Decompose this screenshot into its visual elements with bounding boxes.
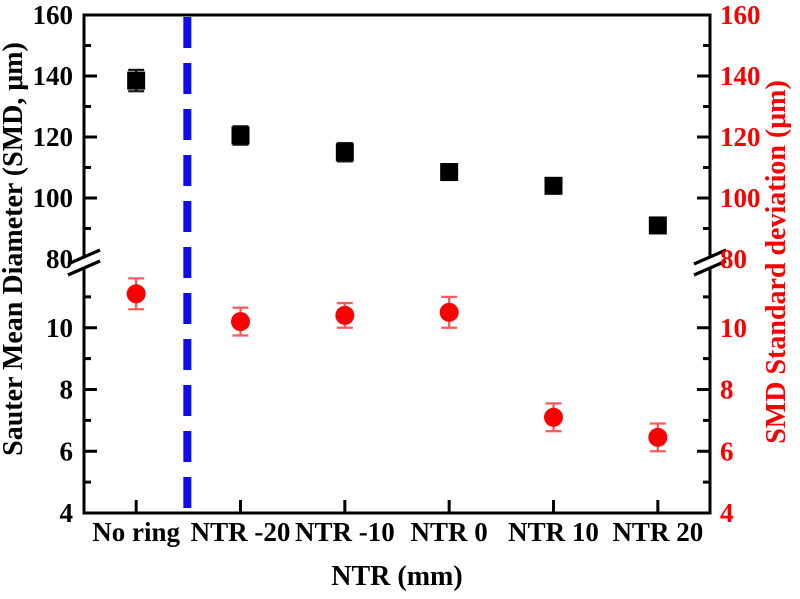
std-dev-marker	[439, 302, 459, 322]
y-axis-tick-label-right: 100	[720, 183, 761, 213]
x-axis-tick-label: NTR 20	[612, 517, 703, 547]
y-axis-tick-label-right: 4	[720, 498, 734, 528]
x-axis-tick-label: No ring	[92, 517, 180, 547]
std-dev-marker	[126, 284, 146, 304]
y-axis-tick-label-left: 100	[33, 183, 74, 213]
axis-break-mark	[693, 259, 727, 277]
y-axis-tick-label-right: 140	[720, 61, 761, 91]
smd-marker	[648, 216, 667, 235]
y-axis-tick-label-left: 160	[33, 0, 74, 30]
y-axis-tick-label-left: 4	[60, 498, 74, 528]
y-axis-tick-label-right: 6	[720, 436, 734, 466]
x-axis-tick-label: NTR 0	[411, 517, 488, 547]
y-axis-tick-label-right: 120	[720, 122, 761, 152]
y-axis-tick-label-right: 160	[720, 0, 761, 30]
std-dev-marker	[335, 305, 355, 325]
y-axis-tick-label-right: 8	[720, 375, 734, 405]
y-axis-tick-label-left: 10	[46, 313, 73, 343]
std-dev-marker	[648, 427, 668, 447]
x-axis-tick-label: NTR 10	[508, 517, 599, 547]
x-axis-tick-label: NTR -10	[295, 517, 395, 547]
smd-marker	[544, 176, 563, 195]
smd-marker	[231, 126, 250, 145]
y-axis-tick-label-left: 80	[46, 244, 73, 274]
y-axis-tick-label-left: 6	[60, 436, 74, 466]
y-axis-tick-label-left: 120	[33, 122, 74, 152]
x-axis-title: NTR (mm)	[331, 561, 463, 592]
x-axis-tick-label: NTR -20	[191, 517, 291, 547]
std-dev-marker	[231, 312, 250, 332]
smd-marker	[127, 71, 146, 90]
std-dev-marker	[544, 407, 563, 427]
right-y-axis-title: SMD Standard deviation (μm)	[761, 80, 792, 444]
y-axis-tick-label-left: 140	[33, 61, 74, 91]
left-y-axis-title: Sauter Mean Diameter (SMD, μm)	[0, 42, 29, 456]
y-axis-tick-label-right: 80	[720, 244, 747, 274]
axis-break-mark	[67, 259, 101, 277]
axis-break-mark	[693, 248, 727, 266]
axis-break-mark	[67, 248, 101, 266]
smd-marker	[440, 163, 459, 182]
y-axis-tick-label-left: 8	[60, 375, 74, 405]
smd-marker	[335, 143, 354, 162]
y-axis-tick-label-right: 10	[720, 313, 747, 343]
